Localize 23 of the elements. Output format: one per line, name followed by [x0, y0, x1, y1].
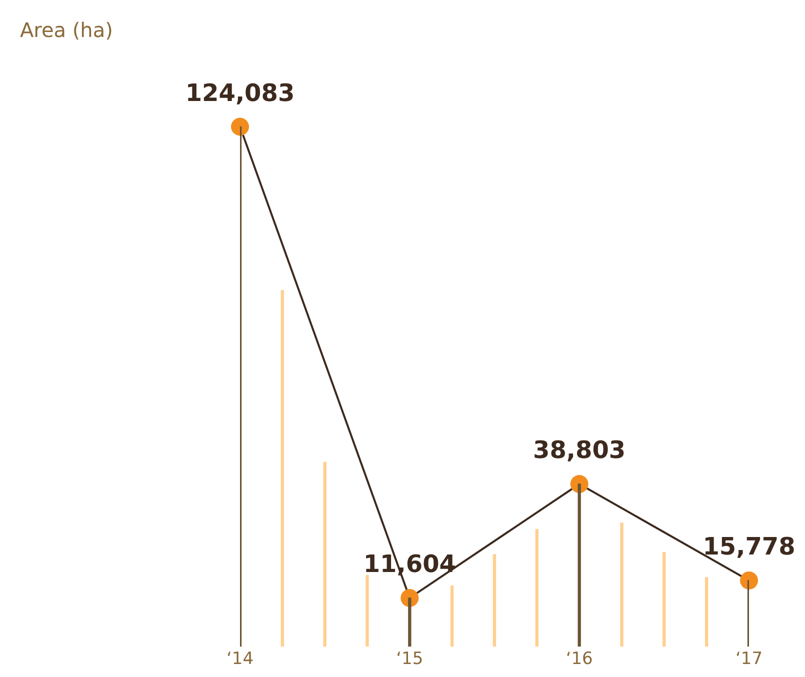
bar [535, 528, 538, 647]
x-tick-label: ‘14 [226, 649, 254, 670]
bar [280, 290, 284, 647]
bar [705, 577, 708, 647]
data-label: 124,083 [185, 78, 295, 107]
x-tick-label: ‘17 [735, 649, 763, 670]
bar [662, 552, 666, 647]
bar [323, 462, 326, 647]
bar [492, 554, 496, 647]
bar [450, 586, 454, 647]
bar [620, 522, 624, 647]
data-label: 15,778 [702, 532, 796, 561]
bar [747, 580, 749, 647]
data-label: 38,803 [533, 436, 626, 464]
bar [578, 484, 581, 647]
bar [366, 575, 369, 647]
x-tick-label: ‘15 [396, 649, 424, 670]
point [740, 571, 758, 590]
text: Area (ha) [20, 18, 113, 42]
point [231, 118, 249, 136]
bar [240, 126, 242, 647]
x-tick-label: ‘16 [566, 649, 593, 670]
bar [408, 598, 412, 647]
